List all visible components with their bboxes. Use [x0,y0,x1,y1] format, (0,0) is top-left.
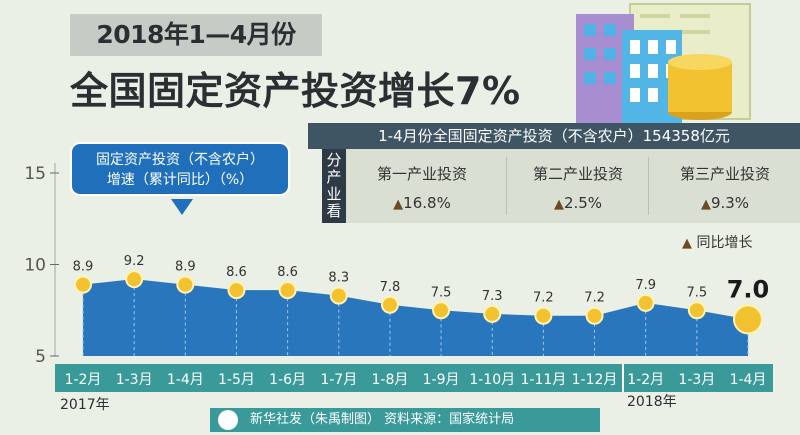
data-label: 7.5 [687,285,708,300]
industry-tertiary: 第三产业投资 ▲9.3% [650,149,800,223]
data-label: 7.5 [431,285,452,300]
data-point [329,286,348,305]
industry-name: 第二产业投资 [532,165,623,183]
y-tick-label: 5 [35,347,46,367]
year-label-2017: 2017年 [60,397,110,413]
chart-callout: 固定资产投资（不含农户） 增速（累计同比）（%） [70,142,290,196]
data-label: 7.8 [380,280,401,295]
x-tick-label: 1-7月 [320,372,357,388]
footer-credit: 新华社发（朱禹制图） 资料来源：国家统计局 [250,412,515,427]
side-char: 产 [326,168,342,186]
x-tick-label: 1-8月 [371,372,408,388]
x-tick-label: 1-3月 [678,372,715,388]
up-triangle-icon: ▲ [553,197,564,212]
industry-name: 第三产业投资 [679,165,770,183]
main-title: 全国固定资产投资增长7% [70,69,521,113]
data-point [176,275,195,294]
legend-note: ▲ 同比增长 [682,232,752,252]
buildings-coins-illustration [576,3,751,124]
industry-name: 第一产业投资 [376,165,467,183]
summary-bar: 1-4月份全国固定资产投资（不含农户）154358亿元 [308,123,800,149]
data-point [585,306,604,325]
data-label: 9.2 [124,254,145,269]
data-point [687,301,706,320]
industry-side-label: 分 产 业 看 [322,149,346,223]
x-tick-label: 1-5月 [218,372,255,388]
data-point [278,281,297,300]
data-label: 8.6 [226,265,247,280]
side-char: 业 [326,185,342,203]
xinhua-logo-icon [218,410,238,430]
industry-panel: 分 产 业 看 第一产业投资 ▲16.8% 第二产业投资 ▲2.5% 第三产业投… [322,149,800,223]
data-label: 8.9 [175,260,196,275]
callout-tail [171,199,193,215]
divider [648,157,649,215]
data-point [74,275,92,294]
x-tick-label: 1-12月 [572,372,618,388]
data-point [483,304,502,323]
x-tick-label: 1-9月 [423,372,460,388]
y-tick-label: 15 [24,164,46,184]
data-point [432,301,451,320]
x-tick-label: 1-11月 [520,372,566,388]
year-label-2018: 2018年 [627,394,677,410]
callout-line: 增速（累计同比）（%） [106,172,254,188]
data-point [125,270,144,289]
x-tick-label: 1-2月 [627,372,664,388]
footer-credit-bar: 新华社发（朱禹制图） 资料来源：国家统计局 [210,408,600,432]
data-point [733,304,763,335]
data-label: 7.0 [727,275,770,303]
data-label: 7.2 [584,291,605,306]
data-point [636,293,655,312]
up-triangle-icon: ▲ [700,197,711,212]
industry-value: 9.3% [710,194,750,212]
x-tick-label: 1-3月 [116,372,153,388]
data-label: 8.9 [73,260,94,275]
industry-primary: 第一产业投资 ▲16.8% [346,149,498,223]
area-fill [83,279,748,356]
data-label: 7.2 [533,291,554,306]
side-char: 分 [326,151,342,169]
data-point [534,306,553,325]
data-label: 8.6 [277,265,298,280]
industry-value: 2.5% [563,194,603,212]
x-tick-label: 1-4月 [730,372,767,388]
period-title: 2018年1—4月份 [70,14,322,56]
industry-secondary: 第二产业投资 ▲2.5% [508,149,648,223]
callout-line: 固定资产投资（不含农户） [96,152,264,168]
data-point [380,295,399,314]
x-label-band-2017 [55,364,623,392]
divider [506,157,507,215]
x-tick-label: 1-2月 [65,372,102,388]
side-char: 看 [326,202,342,220]
y-tick-label: 10 [24,256,46,276]
industry-value: 16.8% [403,194,451,212]
legend-text: 同比增长 [696,235,753,251]
up-triangle-icon: ▲ [393,197,404,212]
data-label: 8.3 [328,271,349,286]
up-triangle-icon: ▲ [682,236,692,251]
x-tick-label: 1-6月 [269,372,306,388]
x-tick-label: 1-4月 [167,372,204,388]
x-tick-label: 1-10月 [469,372,515,388]
x-label-band-2018 [623,364,773,392]
data-label: 7.9 [635,278,656,293]
data-point [227,281,246,300]
data-label: 7.3 [482,289,503,304]
